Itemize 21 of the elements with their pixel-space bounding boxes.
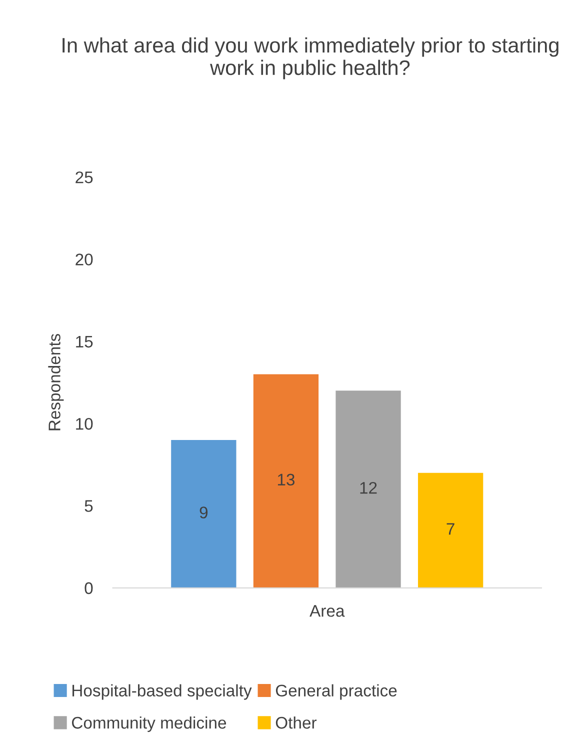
data-label: 7 <box>446 523 454 535</box>
y-tick-label: 10 <box>76 418 93 430</box>
y-axis-title: Respondents <box>48 334 64 430</box>
bar <box>418 472 484 588</box>
legend-label: Community medicine <box>72 716 226 732</box>
bar <box>171 440 236 588</box>
y-tick-label: 0 <box>84 582 93 594</box>
y-tick-label: 5 <box>84 500 93 512</box>
y-tick-label: 15 <box>76 336 93 348</box>
y-tick-label: 20 <box>76 254 93 266</box>
data-label: 13 <box>278 474 295 486</box>
legend-label: General practice <box>276 684 397 700</box>
bar <box>336 390 401 588</box>
x-tick-label: Area <box>310 605 345 617</box>
chart-title: In what area did you work immediately prior to starting work in public health? <box>62 37 558 80</box>
bar <box>253 374 319 588</box>
y-tick-label: 25 <box>76 171 93 184</box>
data-label: 12 <box>360 482 377 494</box>
legend-label: Hospital-based specialty <box>72 684 252 700</box>
data-label: 9 <box>200 506 208 518</box>
legend-label: Other <box>276 716 317 729</box>
